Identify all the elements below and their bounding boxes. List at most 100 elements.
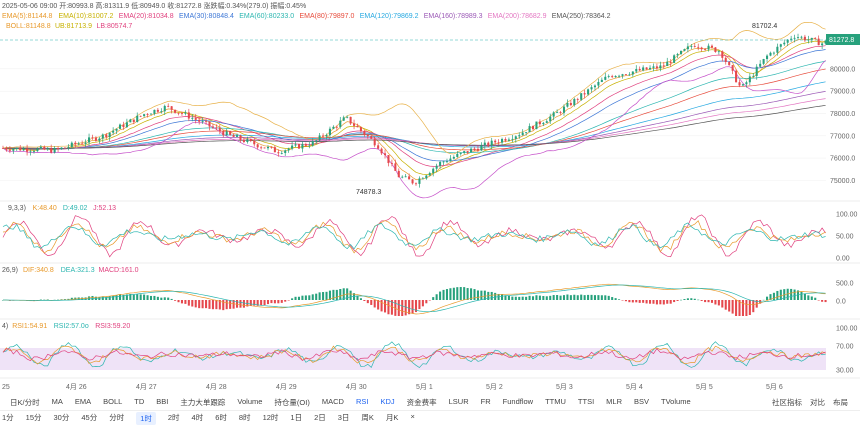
candle-body <box>710 45 714 48</box>
macd-bar <box>253 300 256 306</box>
macd-bar <box>490 291 493 300</box>
indicator-tab[interactable]: BSV <box>634 396 650 406</box>
indicator-tab[interactable]: FR <box>480 396 491 406</box>
macd-bar <box>683 299 686 300</box>
candle-body <box>280 153 283 154</box>
interval-tab[interactable]: 3日 <box>337 412 350 422</box>
candle-body <box>418 178 421 184</box>
indicator-tab[interactable]: EMA <box>74 396 92 406</box>
indicator-tab[interactable]: KDJ <box>380 396 395 406</box>
interval-tab[interactable]: 30分 <box>53 412 70 422</box>
indicator-tab[interactable]: MA <box>51 396 63 406</box>
indicator-tab[interactable]: 主力大单跟踪 <box>180 397 226 407</box>
macd-bar <box>153 295 156 300</box>
candle-body <box>621 74 624 76</box>
indicator-tab[interactable]: RSI <box>355 396 369 406</box>
candle-body <box>683 49 686 51</box>
macd-bar <box>356 295 359 300</box>
indicator-tab[interactable]: 持仓量(OI) <box>274 397 310 407</box>
ema-line <box>2 38 826 180</box>
indicator-tab[interactable]: TD <box>134 396 145 406</box>
interval-tab[interactable]: 4时 <box>191 412 204 422</box>
macd-bar <box>800 291 803 300</box>
macd-bar <box>294 296 297 300</box>
candle-body <box>449 158 452 162</box>
macd-bar <box>714 300 717 305</box>
indicator-tab[interactable]: MACD <box>321 396 344 406</box>
indicator-tab[interactable]: 日K/分时 <box>10 397 40 407</box>
macd-bar <box>821 300 824 302</box>
candle-body <box>325 135 328 137</box>
candle-body <box>793 37 796 39</box>
candle-body <box>57 147 60 149</box>
interval-tab[interactable]: 月K <box>385 412 399 422</box>
interval-tab[interactable]: 12时 <box>262 412 279 422</box>
interval-tab[interactable]: 1日 <box>290 412 303 422</box>
candle-body <box>439 161 442 166</box>
interval-tab[interactable]: 6时 <box>215 412 227 422</box>
interval-tab[interactable]: 1分 <box>2 412 14 422</box>
indicator-tab[interactable]: BOLL <box>103 396 123 406</box>
chart-canvas[interactable]: 2025-05-06 09:00 开:80993.8 高:81311.9 低:8… <box>0 0 860 395</box>
legend-item: K:48.40 <box>33 205 57 212</box>
toolbar-action[interactable]: 对比 <box>810 397 825 407</box>
candle-body <box>239 135 242 140</box>
macd-bar <box>263 300 266 306</box>
indicator-tab[interactable]: 资金费率 <box>406 397 437 407</box>
indicator-tab[interactable]: TTSI <box>577 396 595 406</box>
interval-tab[interactable]: 8时 <box>238 412 251 422</box>
candle-body <box>98 138 101 141</box>
candle-body <box>335 126 338 128</box>
macd-bar <box>205 300 208 309</box>
indicator-tab[interactable]: MLR <box>606 396 622 406</box>
candle-body <box>170 106 173 110</box>
candle-body <box>215 127 218 129</box>
indicator-tick-label: 0.00 <box>836 256 850 263</box>
macd-bar <box>535 295 538 300</box>
interval-tab[interactable]: 45分 <box>81 412 98 422</box>
macd-bar <box>39 299 42 301</box>
toolbar-action[interactable]: 布局 <box>833 397 848 407</box>
indicator-tab[interactable]: TTMU <box>545 396 566 406</box>
candle-body <box>118 124 122 129</box>
macd-bar <box>239 300 242 308</box>
candle-body <box>497 142 500 144</box>
candle-body <box>604 76 607 80</box>
indicator-tab[interactable]: Fundflow <box>502 396 534 406</box>
interval-tab[interactable]: × <box>410 411 415 421</box>
interval-tab[interactable]: 周K <box>361 412 374 422</box>
candle-body <box>776 46 779 53</box>
candle-body <box>108 132 111 138</box>
toolbar-action[interactable]: 社区指标 <box>772 397 802 407</box>
macd-bar <box>766 296 769 300</box>
macd-bar <box>721 300 724 308</box>
candle-body <box>772 52 775 54</box>
ema-line <box>2 49 826 162</box>
indicator-tab[interactable]: LSUR <box>448 396 469 406</box>
macd-bar <box>118 294 122 300</box>
interval-tab[interactable]: 1时 <box>136 411 156 425</box>
candle-body <box>308 145 311 147</box>
candlesticks[interactable] <box>1 33 827 188</box>
candle-body <box>225 131 228 136</box>
macd-bar <box>793 289 796 300</box>
candle-body <box>332 126 335 129</box>
macd-bar <box>383 300 387 313</box>
interval-tab[interactable]: 2时 <box>167 412 180 422</box>
candle-body <box>160 111 163 113</box>
candle-body <box>607 76 610 77</box>
indicator-tab[interactable]: TVolume <box>661 396 691 406</box>
indicator-tab[interactable]: BBI <box>156 396 169 406</box>
macd-bar <box>649 300 652 304</box>
macd-bar <box>449 288 452 300</box>
candle-body <box>112 130 115 133</box>
candle-body <box>783 42 786 45</box>
candle-body <box>821 43 824 46</box>
indicator-tab[interactable]: Volume <box>237 396 263 406</box>
macd-bar <box>693 298 696 300</box>
interval-tab[interactable]: 分时 <box>109 412 125 422</box>
candle-body <box>366 134 369 137</box>
interval-tab[interactable]: 15分 <box>25 412 42 422</box>
interval-tab[interactable]: 2日 <box>314 412 326 422</box>
macd-bar <box>180 300 183 304</box>
